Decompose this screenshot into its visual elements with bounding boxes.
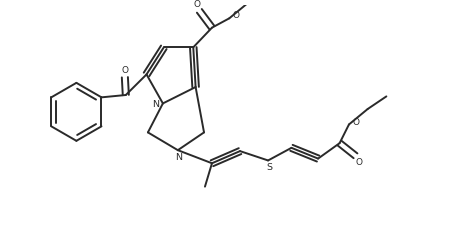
Text: O: O <box>121 66 128 75</box>
Text: N: N <box>175 153 182 162</box>
Text: S: S <box>266 163 272 172</box>
Text: O: O <box>193 0 200 9</box>
Text: N: N <box>152 100 159 109</box>
Text: O: O <box>351 118 358 127</box>
Text: O: O <box>232 11 239 20</box>
Text: O: O <box>354 158 361 167</box>
